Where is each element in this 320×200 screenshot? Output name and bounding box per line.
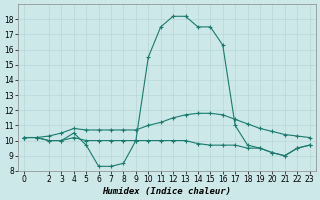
X-axis label: Humidex (Indice chaleur): Humidex (Indice chaleur): [102, 187, 231, 196]
